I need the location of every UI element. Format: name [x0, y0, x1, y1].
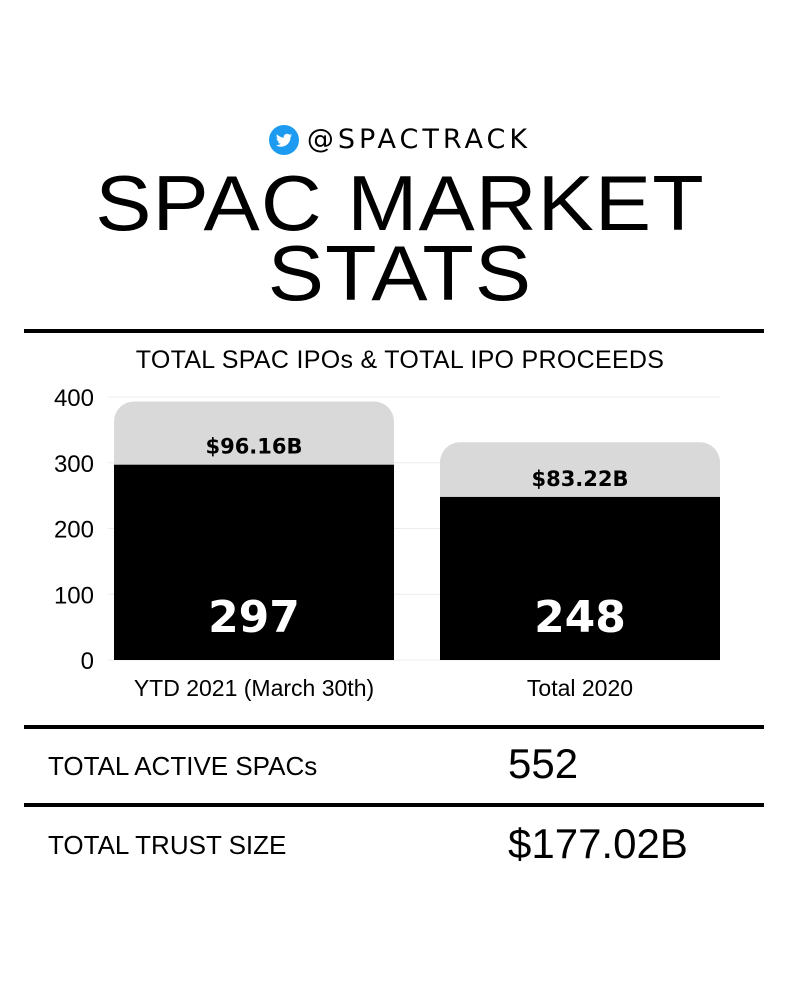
divider-bottom — [24, 803, 764, 807]
y-tick-label: 300 — [54, 451, 94, 478]
y-tick-label: 100 — [54, 582, 94, 609]
handle-row: @SPACTRACK — [0, 124, 800, 155]
chart-title: TOTAL SPAC IPOs & TOTAL IPO PROCEEDS — [135, 346, 665, 374]
stat-value-active-spacs: 552 — [508, 740, 579, 787]
title-line-2: STATS — [267, 229, 533, 317]
page-title: SPAC MARKET STATS — [0, 159, 800, 317]
twitter-icon — [268, 124, 299, 155]
bar-chart: 0 100 200 300 400 $96.16B 297 YTD 2021 (March 3… — [54, 385, 720, 701]
y-tick-label: 400 — [54, 385, 94, 412]
stat-label-trust-size: TOTAL TRUST SIZE — [48, 830, 287, 860]
stat-value-trust-size: $177.02B — [508, 820, 688, 867]
ipos-data-label: 297 — [208, 592, 300, 643]
divider-top — [24, 329, 764, 333]
proceeds-data-label: $83.22B — [531, 467, 628, 491]
ipos-data-label: 248 — [534, 592, 626, 643]
x-category-label: Total 2020 — [527, 675, 633, 701]
bar-ipos — [114, 464, 394, 660]
twitter-handle: @SPACTRACK — [306, 124, 532, 155]
y-tick-label: 200 — [54, 517, 94, 544]
title-line-1: SPAC MARKET — [95, 159, 705, 247]
bar-ipos — [440, 496, 720, 660]
stat-label-active-spacs: TOTAL ACTIVE SPACs — [48, 751, 318, 781]
divider-middle — [24, 725, 764, 729]
y-tick-label: 0 — [81, 648, 94, 675]
x-category-label: YTD 2021 (March 30th) — [134, 675, 374, 701]
proceeds-data-label: $96.16B — [205, 435, 302, 459]
